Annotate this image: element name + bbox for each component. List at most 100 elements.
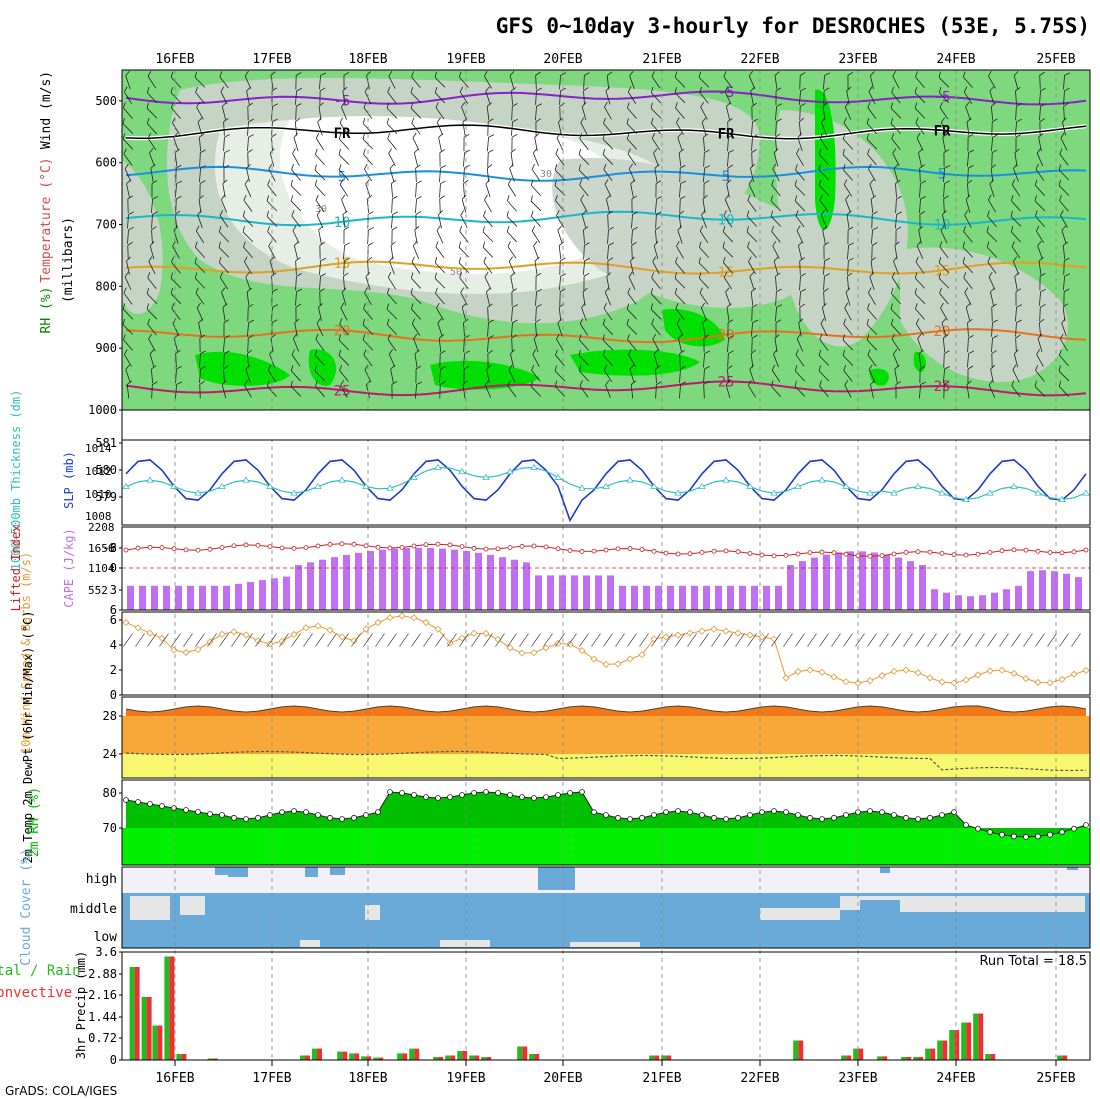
wind-barb-staff (652, 338, 660, 352)
wind-barb-staff (484, 384, 492, 399)
wind-barb-staff (170, 92, 182, 104)
wind-barb-flag (896, 211, 903, 215)
wind-barb-flag (991, 350, 997, 354)
lifted-index-point (603, 547, 609, 553)
surface-wind-barb (915, 633, 925, 647)
wind-barb-staff (243, 246, 253, 258)
wind-barb-flag (461, 302, 467, 308)
upper-wind-barb (388, 349, 396, 368)
wind-barb-flag (219, 210, 223, 216)
surface-wind-barb (435, 633, 445, 647)
x-axis-date-label-top: 18FEB (348, 52, 387, 67)
wind-barb-staff (964, 215, 972, 228)
wind-barb-flag (964, 287, 969, 293)
upper-wind-barb (795, 349, 805, 367)
precip-bar-convective (990, 1054, 996, 1060)
upper-wind-barb (819, 132, 829, 151)
rh-moist-region (308, 349, 337, 386)
wind-barb-flag (244, 380, 248, 386)
wind-barb-flag (292, 148, 296, 154)
wind-barb-flag (338, 349, 341, 356)
thickness-marker (1010, 482, 1018, 489)
upper-wind-barb (579, 133, 589, 150)
wind-barb-flag (752, 118, 758, 123)
wind-barb-staff (386, 107, 398, 119)
wind-barb-flag (342, 210, 348, 215)
wind-barb-flag (627, 86, 632, 93)
wind-barb-staff (124, 354, 132, 367)
rh2m-point (735, 814, 741, 821)
rh2m-point (903, 814, 909, 821)
rh-contour-label: 30 (540, 169, 552, 180)
thickness-marker (146, 476, 154, 483)
lifted-index-point (795, 551, 801, 557)
wind-barb-flag (415, 164, 421, 169)
wind-barb-flag (866, 133, 869, 140)
upper-wind-barb (1034, 179, 1046, 196)
wind-barb-flag (368, 242, 374, 246)
wind-barb-flag (1039, 71, 1045, 76)
wind-barb-flag (944, 180, 950, 184)
wind-barb-staff (415, 384, 417, 399)
wind-barb-staff (651, 123, 661, 135)
wind-barb-staff (295, 276, 297, 291)
upper-wind-barb (1010, 210, 1022, 227)
wind-barb-flag (1039, 318, 1045, 323)
x-axis-date-label-top: 19FEB (446, 52, 485, 67)
wind-speed-point (566, 640, 574, 648)
x-axis-date-label-bottom: 16FEB (155, 1071, 194, 1086)
wind-barb-flag (218, 226, 222, 232)
wind-barb-staff (391, 198, 393, 214)
upper-wind-barb (294, 87, 303, 105)
cloud-clear-patch (130, 896, 170, 920)
upper-wind-barb (703, 165, 711, 183)
upper-wind-barb (843, 318, 853, 336)
wind-barb-staff (799, 291, 801, 306)
thickness-marker (482, 473, 490, 480)
precip-bar-convective (846, 1055, 852, 1060)
upper-wind-barb (1061, 225, 1067, 244)
upper-wind-barb (967, 350, 974, 368)
cape-bar (607, 575, 614, 610)
upper-wind-barb (604, 179, 612, 198)
upper-wind-barb (866, 133, 878, 150)
wind-barb-staff (626, 138, 638, 150)
wind-barb-staff (461, 106, 467, 120)
wind-barb-staff (845, 199, 851, 213)
wind-barb-staff (463, 152, 465, 167)
wind-barb-flag (606, 194, 611, 200)
upper-wind-barb (123, 287, 133, 305)
upper-wind-barb (291, 210, 301, 228)
surface-wind-barb (759, 633, 769, 647)
wind-barb-flag (890, 303, 893, 310)
wind-barb-staff (773, 353, 779, 368)
wind-barb-staff (891, 339, 901, 352)
cape-bar (667, 585, 674, 610)
upper-wind-barb (415, 211, 422, 229)
wind-barb-flag (1061, 225, 1067, 231)
wind-barb-flag (554, 179, 557, 186)
wind-barb-staff (1034, 185, 1046, 196)
upper-wind-barb (554, 365, 566, 382)
wind-barb-flag (535, 71, 541, 76)
wind-barb-staff (532, 354, 540, 367)
wind-barb-staff (318, 229, 322, 244)
wind-barb-flag (605, 86, 611, 92)
upper-wind-barb (218, 241, 230, 258)
wind-barb-staff (750, 353, 754, 368)
wind-barb-staff (723, 262, 733, 274)
cape-bar (1003, 589, 1010, 610)
upper-wind-barb (723, 210, 733, 228)
wind-barb-flag (891, 271, 896, 278)
wind-barb-staff (674, 278, 686, 289)
wind-barb-staff (965, 307, 971, 322)
rh2m-point (987, 829, 993, 835)
upper-wind-barb (534, 256, 540, 275)
upper-wind-barb (650, 117, 661, 135)
wind-barb-staff (199, 353, 201, 368)
wind-barb-flag (607, 71, 613, 76)
wind-barb-flag (583, 226, 589, 231)
upper-wind-barb (1035, 364, 1045, 382)
wind-barb-flag (992, 149, 998, 153)
wind-barb-staff (746, 216, 758, 227)
